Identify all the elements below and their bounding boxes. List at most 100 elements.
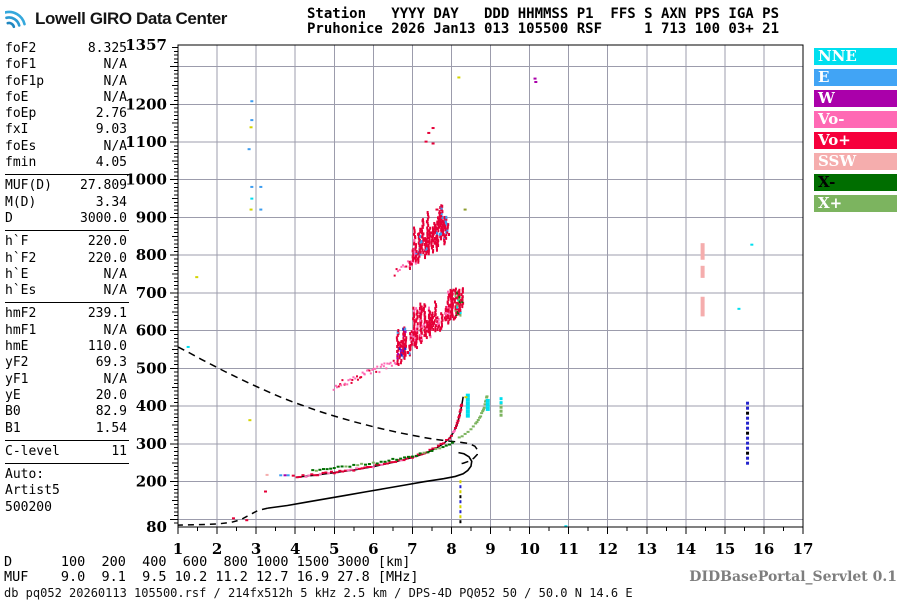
x-tick-label: 12 bbox=[597, 540, 618, 558]
legend-item-x: X- bbox=[814, 174, 897, 191]
echo-direction-legend: NNE E W Vo- Vo+ SSW X- X+ bbox=[814, 48, 897, 216]
param-value: 27.809 bbox=[80, 178, 127, 194]
param-row-fof1: foF1 N/A bbox=[5, 57, 127, 73]
param-value: 239.1 bbox=[87, 306, 127, 322]
param-value: N/A bbox=[103, 371, 127, 387]
param-label: D bbox=[5, 210, 13, 226]
param-row-b0: B0 82.9 bbox=[5, 404, 127, 420]
param-row-yf1: yF1 N/A bbox=[5, 372, 127, 388]
param-label: MUF(D) bbox=[5, 178, 52, 194]
y-tick-label: 1357 bbox=[125, 36, 167, 54]
param-value: 69.3 bbox=[95, 355, 127, 371]
interference-8.2MHz bbox=[459, 480, 462, 524]
param-value: 3000.0 bbox=[80, 210, 127, 226]
radio-waves-icon bbox=[5, 10, 26, 29]
param-label: B1 bbox=[5, 420, 21, 436]
param-row-foep: foEp 2.76 bbox=[5, 106, 127, 122]
legend-item-nne: NNE bbox=[814, 48, 897, 65]
x-tick-label: 6 bbox=[368, 540, 378, 558]
legend-item-w: W bbox=[814, 90, 897, 107]
param-row-foe: foE N/A bbox=[5, 90, 127, 106]
legend-item-ssw: SSW bbox=[814, 153, 897, 170]
interference-15.6MHz bbox=[746, 401, 750, 465]
param-row-ye: yE 20.0 bbox=[5, 388, 127, 404]
o-trace-tip-cyan bbox=[465, 393, 470, 418]
y-tick-label: 500 bbox=[136, 359, 167, 377]
param-value: N/A bbox=[103, 89, 127, 105]
profile-modeled-dashed bbox=[177, 507, 269, 526]
param-row-d: D 3000.0 bbox=[5, 211, 127, 227]
x-tick-label: 10 bbox=[519, 540, 540, 558]
param-row-fof1p: foF1p N/A bbox=[5, 74, 127, 90]
distance-muf-table: D 100 200 400 600 800 1000 1500 3000 [km… bbox=[4, 554, 419, 585]
param-row-fof2: foF2 8.325 bbox=[5, 41, 127, 57]
param-value: 110.0 bbox=[87, 339, 127, 355]
x-tick-label: 16 bbox=[754, 540, 775, 558]
param-label: hmE bbox=[5, 339, 29, 355]
x-trace-high bbox=[457, 395, 489, 439]
param-label: h`Es bbox=[5, 283, 37, 299]
param-label: M(D) bbox=[5, 194, 37, 210]
param-row-fmin: fmin 4.05 bbox=[5, 155, 127, 171]
y-tick-label: 800 bbox=[136, 246, 167, 264]
param-value: N/A bbox=[103, 73, 127, 89]
y-tick-label: 900 bbox=[136, 208, 167, 226]
param-row-foes: foEs N/A bbox=[5, 139, 127, 155]
x-trace-tip-cyan bbox=[485, 398, 490, 411]
param-value: 4.05 bbox=[95, 155, 127, 171]
spreadF-high bbox=[408, 204, 450, 270]
param-label: h`F bbox=[5, 234, 29, 250]
param-value: 220.0 bbox=[87, 234, 127, 250]
param-value: 8.325 bbox=[87, 41, 127, 56]
status-bar: db pq052 20260113 105500.rsf / 214fx512h… bbox=[4, 586, 633, 600]
param-label: fxI bbox=[5, 122, 29, 138]
param-value: N/A bbox=[103, 57, 127, 73]
x-tick-label: 11 bbox=[558, 540, 579, 558]
x-tick-label: 1 bbox=[173, 540, 183, 558]
x-tick-label: 2 bbox=[212, 540, 222, 558]
param-label: B0 bbox=[5, 404, 21, 420]
param-label: yF2 bbox=[5, 355, 29, 371]
param-row-hf2: h`F2 220.0 bbox=[5, 251, 127, 267]
param-label: foF1 bbox=[5, 57, 37, 73]
scaled-parameters-panel: foF2 8.325 foF1 N/A foF1p N/A foE N/A foEp 2.76 fx… bbox=[5, 41, 129, 516]
param-row-he: h`E N/A bbox=[5, 267, 127, 283]
true-height-profile bbox=[267, 451, 473, 509]
x-tick-label: 9 bbox=[485, 540, 495, 558]
param-label: Artist5 bbox=[5, 483, 60, 499]
param-row-hes: h`Es N/A bbox=[5, 283, 127, 299]
lowell-giro-logo: Lowell GIRO Data Center bbox=[5, 6, 227, 32]
param-row-yf2: yF2 69.3 bbox=[5, 355, 127, 371]
param-value: 82.9 bbox=[95, 404, 127, 420]
x-trace-low bbox=[311, 441, 454, 472]
axis-labels: 1357120011001000900800700600500400300200… bbox=[125, 36, 813, 558]
curves bbox=[177, 346, 479, 526]
x-tick-label: 3 bbox=[251, 540, 261, 558]
param-row-hf: h`F 220.0 bbox=[5, 234, 127, 250]
param-label: foE bbox=[5, 89, 29, 105]
station-header: Station YYYY DAY DDD HHMMSS P1 FFS S AXN… bbox=[307, 7, 779, 37]
param-value: 2.76 bbox=[95, 106, 127, 122]
param-label: 500200 bbox=[5, 499, 52, 515]
param-row-artist5: Artist5 bbox=[5, 483, 127, 499]
param-value: N/A bbox=[103, 266, 127, 282]
param-row-b1: B1 1.54 bbox=[5, 421, 127, 437]
param-label: foF1p bbox=[5, 73, 45, 89]
param-label: foF2 bbox=[5, 41, 37, 56]
x-tick-label: 7 bbox=[407, 540, 417, 558]
param-label: h`E bbox=[5, 266, 29, 282]
legend-item-e: E bbox=[814, 69, 897, 86]
spreadF-low bbox=[395, 287, 465, 366]
station-header-values: Pruhonice 2026 Jan13 013 105500 RSF 1 71… bbox=[307, 21, 780, 37]
y-tick-label: 300 bbox=[136, 435, 167, 453]
y-tick-label: 1100 bbox=[125, 133, 167, 151]
x-tick-label: 15 bbox=[714, 540, 735, 558]
param-row-md: M(D) 3.34 bbox=[5, 195, 127, 211]
o-trace bbox=[295, 403, 464, 479]
x-tick-label: 4 bbox=[290, 540, 300, 558]
param-row-hmf1: hmF1 N/A bbox=[5, 323, 127, 339]
y-tick-label: 200 bbox=[136, 473, 167, 491]
x-tick-label: 8 bbox=[446, 540, 456, 558]
divider bbox=[5, 463, 129, 465]
